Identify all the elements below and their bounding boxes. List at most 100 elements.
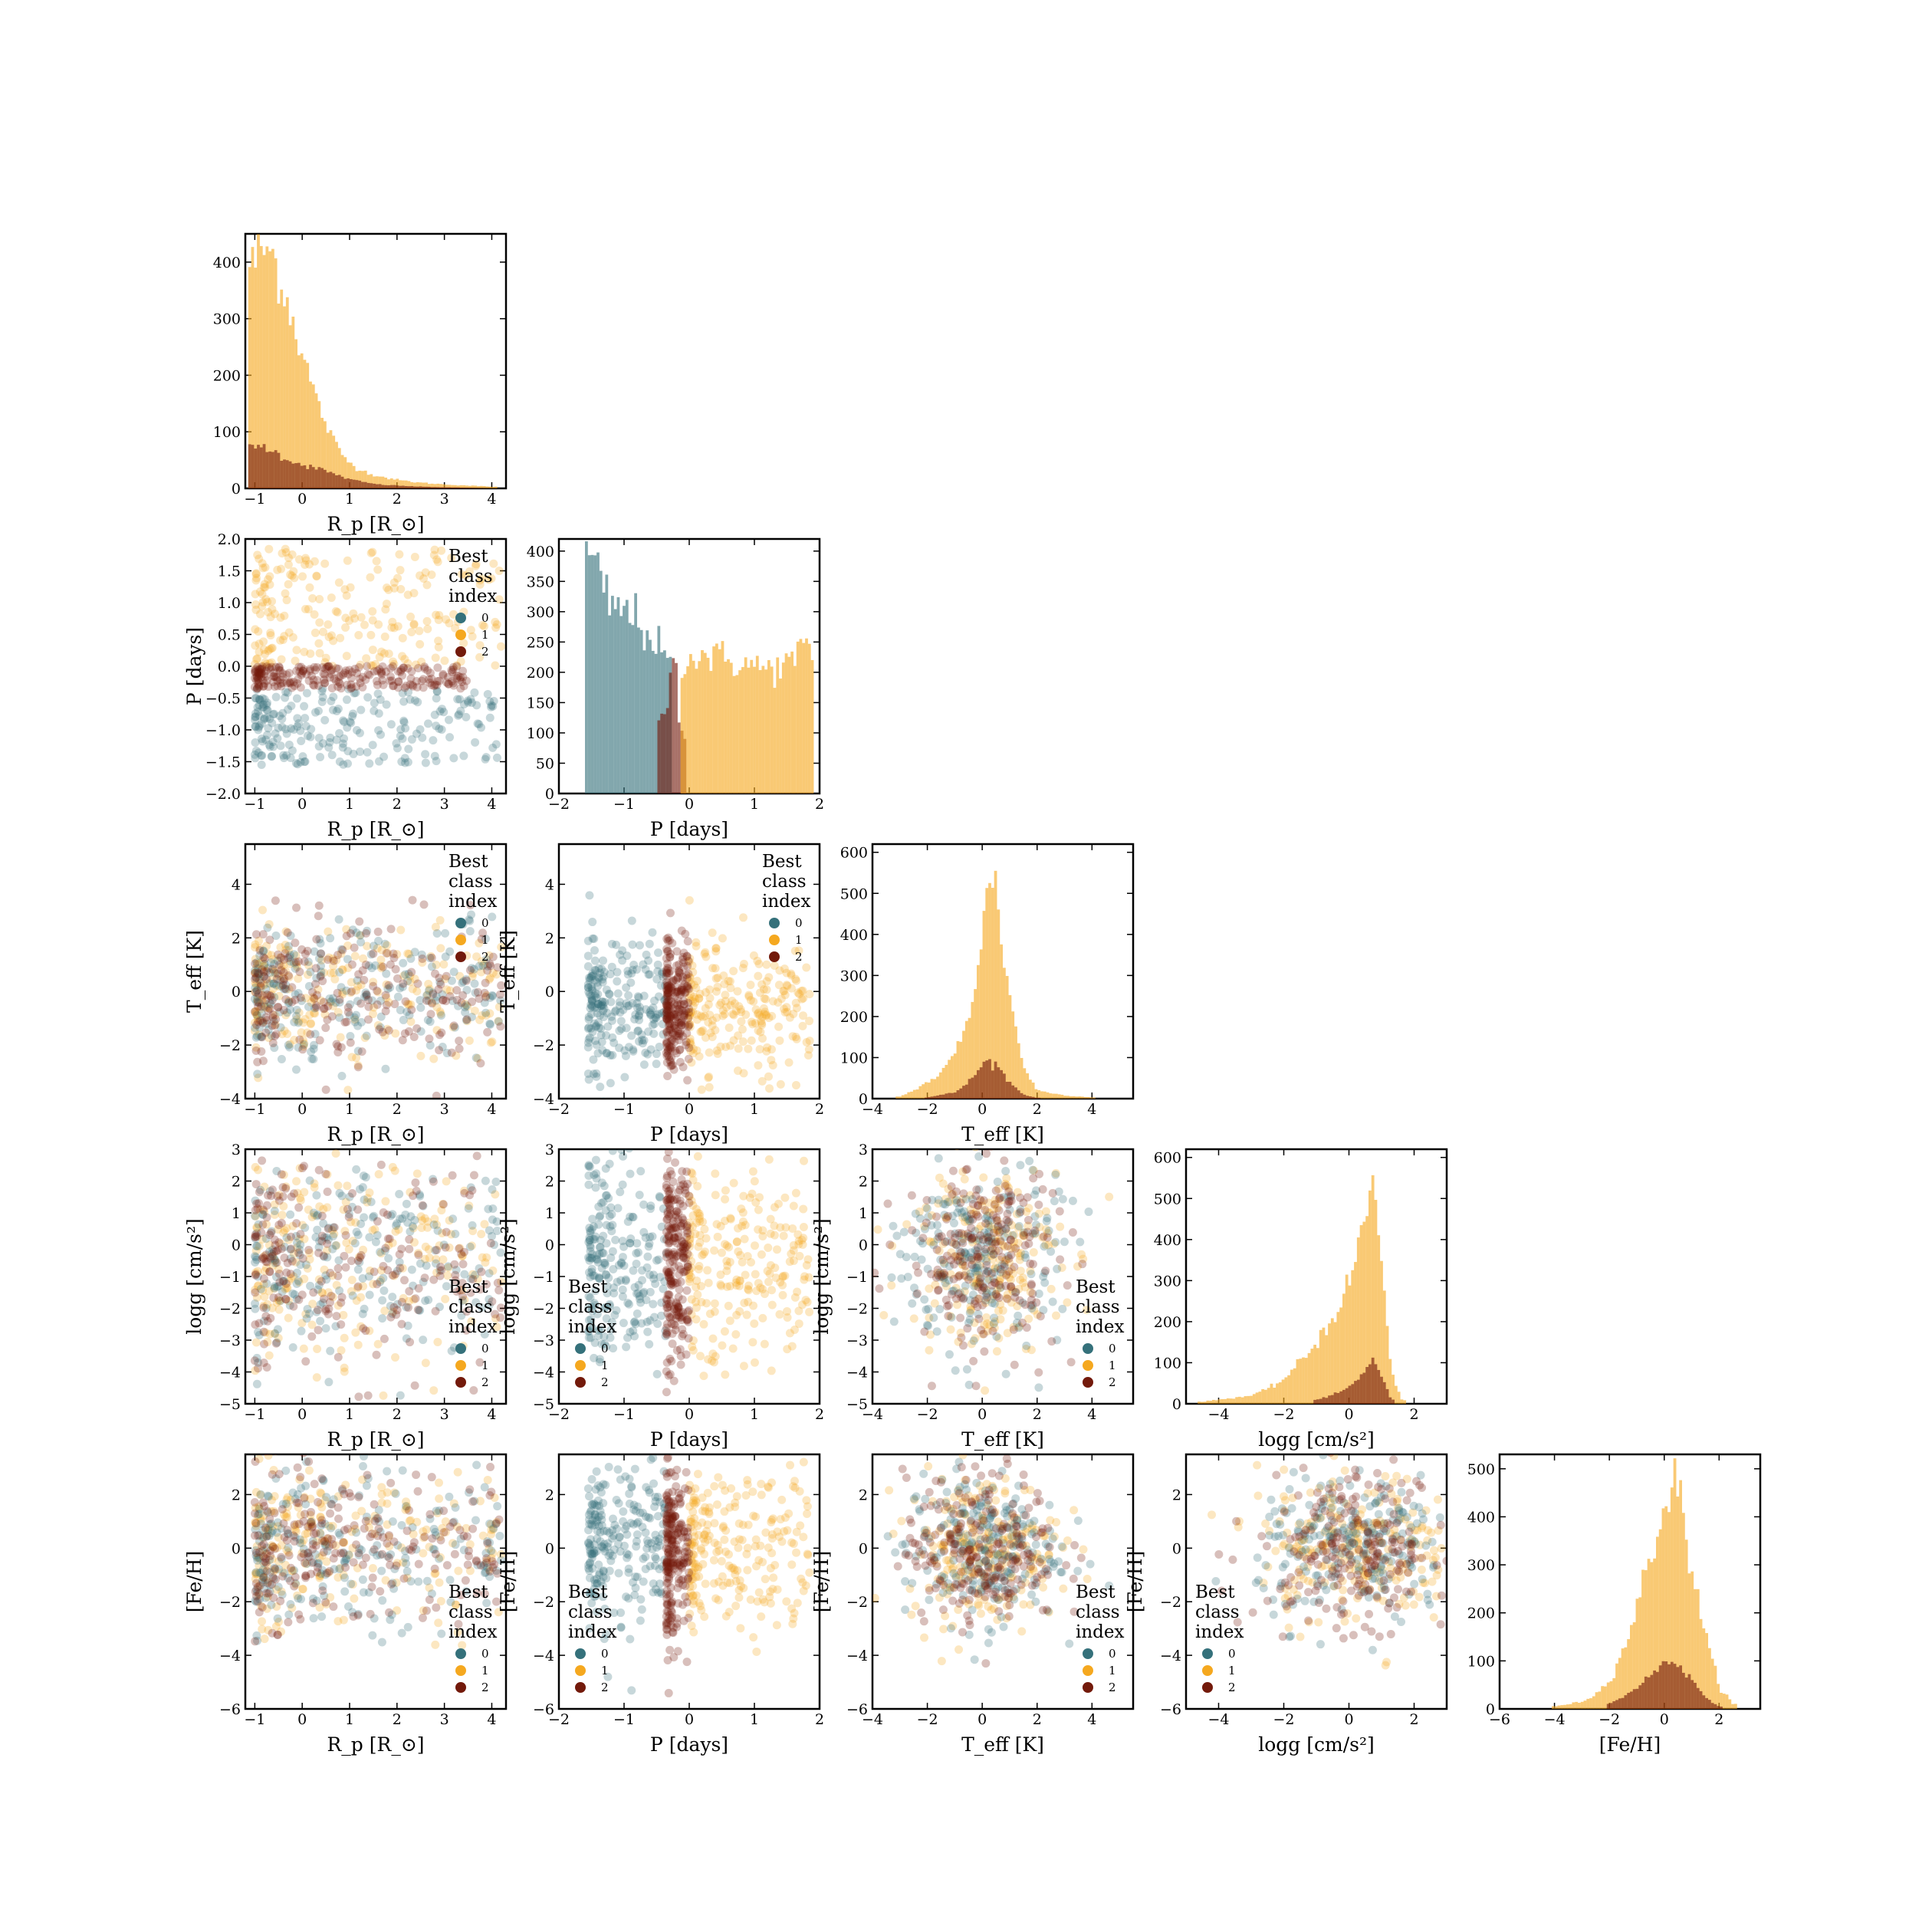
scatter-point-class-1 [998, 1306, 1007, 1315]
scatter-point-class-2 [294, 1295, 304, 1304]
hist-bar-class-1 [1717, 1684, 1720, 1709]
scatter-point-class-2 [459, 682, 468, 691]
scatter-point-class-0 [376, 730, 386, 739]
scatter-point-class-1 [698, 1026, 708, 1035]
scatter-point-class-0 [297, 996, 306, 1005]
scatter-point-class-1 [328, 662, 337, 671]
hist-bar-class-1 [1572, 1702, 1576, 1709]
scatter-point-class-2 [379, 1208, 388, 1217]
hist-bar-class-2 [1362, 1372, 1366, 1404]
hist-bar-class-1 [1354, 1262, 1357, 1404]
scatter-point-class-0 [1053, 1264, 1062, 1273]
hist-bar-class-2 [1316, 1399, 1319, 1404]
scatter-point-class-0 [350, 1239, 360, 1248]
scatter-point-class-0 [257, 1009, 266, 1018]
hist-bar-class-2 [332, 473, 336, 488]
scatter-point-class-1 [292, 1015, 301, 1024]
scatter-point-class-0 [494, 1017, 503, 1026]
hist-bar-class-1 [930, 1079, 934, 1099]
scatter-point-class-0 [620, 1073, 629, 1082]
hist-bar-class-2 [291, 463, 295, 488]
scatter-point-class-1 [685, 895, 694, 905]
scatter-point-class-2 [458, 677, 467, 686]
hist-bar-class-1 [1296, 1359, 1300, 1404]
scatter-point-class-1 [304, 605, 313, 614]
scatter-point-class-1 [409, 619, 419, 629]
scatter-point-class-2 [447, 1048, 456, 1057]
scatter-point-class-0 [253, 968, 262, 977]
scatter-point-class-2 [404, 1303, 413, 1313]
hist-bar-class-2 [324, 469, 327, 488]
scatter-point-class-2 [483, 1027, 492, 1037]
hist-bar-class-1 [1224, 1398, 1227, 1404]
scatter-point-class-1 [435, 915, 445, 925]
hist-bar-class-2 [1609, 1703, 1613, 1709]
legend-title-line: class [449, 1297, 493, 1317]
legend-marker-0 [455, 918, 466, 928]
hist-bar-class-2 [404, 486, 408, 488]
scatter-point-class-0 [345, 1010, 354, 1020]
scatter-point-class-0 [263, 923, 272, 932]
hist-bar-class-1 [1281, 1379, 1285, 1404]
hist-bar-class-1 [1589, 1698, 1592, 1709]
scatter-point-class-2 [439, 669, 448, 678]
x-axis-label: P [days] [650, 818, 728, 840]
scatter-point-class-0 [316, 938, 325, 948]
scatter-point-class-0 [253, 703, 262, 712]
hist-bar-class-1 [712, 646, 715, 794]
scatter-point-class-1 [281, 1010, 291, 1020]
scatter-point-class-0 [252, 986, 261, 995]
scatter-point-class-2 [448, 1171, 457, 1180]
scatter-point-class-0 [645, 939, 654, 948]
scatter-point-class-0 [279, 754, 288, 763]
scatter-point-class-0 [473, 719, 482, 728]
scatter-point-class-1 [695, 1052, 704, 1061]
scatter-point-class-1 [775, 1309, 784, 1319]
scatter-point-class-2 [253, 662, 262, 672]
scatter-point-class-0 [386, 983, 395, 992]
hist-bar-class-2 [660, 713, 663, 794]
scatter-point-class-2 [258, 964, 267, 974]
scatter-point-class-2 [442, 971, 451, 981]
hist-bar-class-1 [779, 678, 782, 794]
scatter-point-class-2 [294, 662, 304, 672]
scatter-point-class-2 [294, 1203, 304, 1212]
scatter-point-class-0 [590, 1170, 599, 1179]
scatter-point-class-2 [358, 682, 367, 692]
scatter-point-class-0 [464, 698, 473, 707]
scatter-points [250, 895, 506, 1099]
scatter-point-class-0 [251, 722, 260, 731]
scatter-point-class-1 [382, 993, 391, 1002]
y-tick-label: 0 [1172, 1396, 1181, 1413]
scatter-point-class-1 [350, 614, 359, 623]
scatter-point-class-0 [413, 698, 422, 707]
scatter-point-class-0 [353, 1265, 363, 1274]
legend-marker-1 [769, 935, 780, 945]
scatter-point-class-0 [316, 949, 325, 958]
scatter-point-class-1 [760, 1339, 769, 1349]
x-tick-label: 3 [440, 796, 449, 813]
hist-bar-class-1 [1684, 1539, 1688, 1709]
scatter-point-class-0 [644, 1242, 653, 1251]
scatter-point-class-0 [442, 1049, 452, 1058]
scatter-point-class-1 [250, 1018, 259, 1027]
scatter-point-class-1 [368, 616, 377, 625]
scatter-point-class-1 [301, 1014, 310, 1024]
scatter-point-class-1 [731, 1330, 741, 1339]
hist-bar-class-1 [1342, 1293, 1346, 1404]
scatter-point-class-2 [265, 1267, 274, 1276]
hist-bar-class-2 [1031, 1096, 1035, 1099]
scatter-point-class-0 [594, 1024, 603, 1033]
hist-bar-class-1 [1037, 1090, 1041, 1099]
scatter-point-class-0 [630, 1283, 639, 1292]
scatter-point-class-1 [307, 998, 316, 1007]
legend-label-1: 1 [795, 933, 803, 947]
scatter-point-class-2 [274, 1270, 284, 1279]
scatter-point-class-1 [314, 985, 323, 994]
scatter-point-class-0 [288, 1343, 297, 1352]
scatter-point-class-0 [636, 1007, 645, 1016]
scatter-point-class-0 [326, 934, 335, 943]
scatter-point-class-1 [278, 1211, 287, 1220]
hist-bar-class-2 [1011, 1085, 1015, 1099]
